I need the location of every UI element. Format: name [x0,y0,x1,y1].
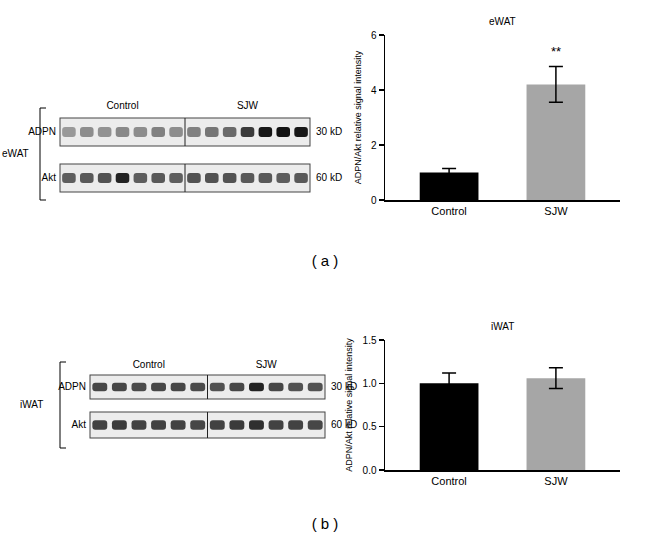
svg-text:eWAT: eWAT [489,16,516,27]
svg-text:( b ): ( b ) [312,515,339,532]
svg-text:0.0: 0.0 [363,465,377,476]
svg-text:**: ** [551,44,561,59]
svg-text:30 kD: 30 kD [316,126,342,137]
svg-text:0.5: 0.5 [363,421,377,432]
svg-text:Control: Control [431,205,466,217]
svg-text:SJW: SJW [256,359,278,370]
svg-text:Akt: Akt [72,419,87,430]
svg-text:( a ): ( a ) [312,252,339,269]
svg-text:0: 0 [371,195,377,206]
svg-text:Akt: Akt [42,172,57,183]
svg-text:ADPN: ADPN [28,126,56,137]
svg-text:ADPN/Akt relative signal inten: ADPN/Akt relative signal intensity [353,50,363,184]
svg-text:60 kD: 60 kD [331,419,357,430]
svg-text:1.0: 1.0 [363,378,377,389]
svg-text:60 kD: 60 kD [316,172,342,183]
svg-text:iWAT: iWAT [491,321,514,332]
svg-text:iWAT: iWAT [20,399,43,410]
svg-text:2: 2 [371,140,377,151]
svg-text:SJW: SJW [237,100,259,111]
svg-text:ADPN: ADPN [58,381,86,392]
svg-text:SJW: SJW [544,205,568,217]
svg-text:ADPN/Akt relative signal inten: ADPN/Akt relative signal intensity [344,338,354,472]
svg-text:SJW: SJW [544,475,568,487]
svg-text:Control: Control [431,475,466,487]
svg-text:30 kD: 30 kD [331,381,357,392]
svg-text:Control: Control [133,359,165,370]
svg-text:4: 4 [371,85,377,96]
svg-text:Control: Control [106,100,138,111]
svg-text:1.5: 1.5 [363,335,377,346]
svg-text:eWAT: eWAT [2,148,29,159]
svg-text:6: 6 [371,30,377,41]
